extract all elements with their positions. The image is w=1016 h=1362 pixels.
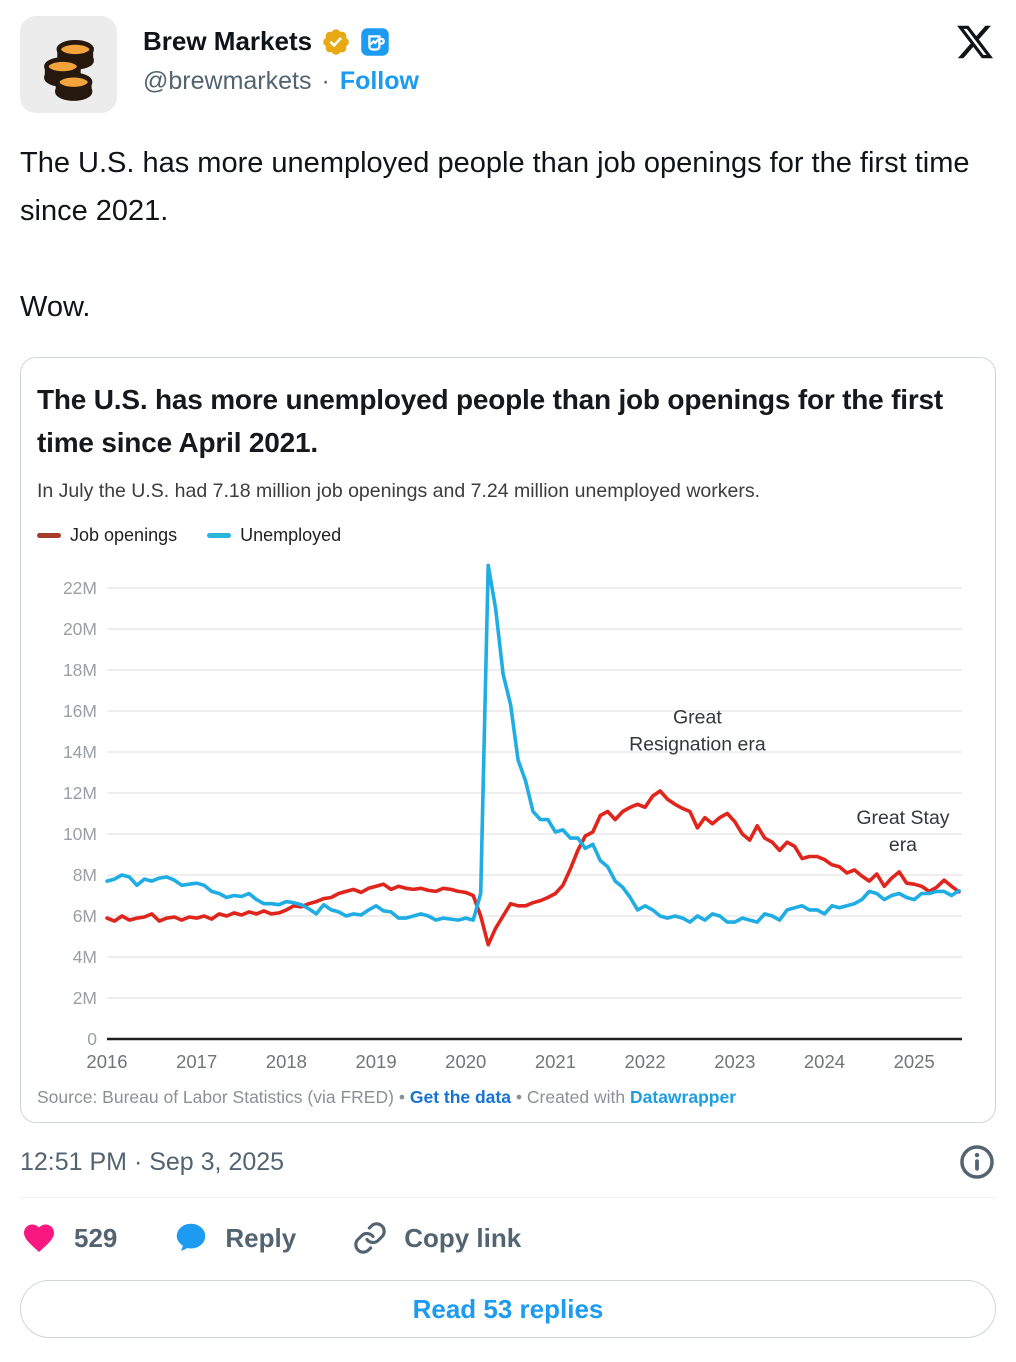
svg-text:14M: 14M	[63, 742, 97, 762]
legend-swatch-job-openings	[37, 533, 61, 538]
dot: •	[398, 1087, 405, 1107]
svg-text:2022: 2022	[625, 1051, 666, 1072]
separator-dot: ·	[321, 67, 330, 95]
svg-text:2016: 2016	[86, 1051, 127, 1072]
svg-text:2025: 2025	[894, 1051, 935, 1072]
action-bar: 529 Reply Copy link	[20, 1220, 996, 1256]
svg-text:18M: 18M	[63, 660, 97, 680]
svg-text:2024: 2024	[804, 1051, 845, 1072]
link-icon	[354, 1222, 386, 1254]
identity-block: Brew Markets @brewmarkets · Foll	[143, 16, 419, 96]
svg-text:2023: 2023	[714, 1051, 755, 1072]
legend-item-unemployed: Unemployed	[207, 525, 341, 546]
copy-link-button[interactable]: Copy link	[352, 1220, 521, 1256]
chart-title: The U.S. has more unemployed people than…	[37, 384, 944, 458]
svg-text:2M: 2M	[73, 988, 97, 1008]
verified-badge-icon	[323, 28, 349, 55]
legend-swatch-unemployed	[207, 533, 232, 538]
created-with-text: Created with	[526, 1087, 626, 1107]
follow-button[interactable]: Follow	[339, 67, 419, 95]
info-icon[interactable]	[958, 1143, 996, 1181]
datawrapper-link[interactable]: Datawrapper	[630, 1087, 737, 1107]
chart-subtitle: In July the U.S. had 7.18 million job op…	[37, 480, 760, 502]
chart-source-row: Source: Bureau of Labor Statistics (via …	[37, 1087, 977, 1108]
get-the-data-link[interactable]: Get the data	[409, 1087, 511, 1107]
chart-legend: Job openings Unemployed	[37, 525, 977, 546]
timestamp: 12:51 PM · Sep 3, 2025	[20, 1147, 285, 1176]
svg-text:22M: 22M	[63, 578, 97, 598]
source-text: Source: Bureau of Labor Statistics (via …	[37, 1087, 394, 1107]
svg-text:2018: 2018	[266, 1051, 307, 1072]
read-replies-button[interactable]: Read 53 replies	[20, 1280, 996, 1338]
svg-text:2021: 2021	[535, 1051, 576, 1072]
legend-item-job-openings: Job openings	[37, 525, 177, 546]
reply-label: Reply	[225, 1222, 297, 1253]
like-count: 529	[74, 1222, 118, 1253]
heart-icon	[24, 1224, 54, 1253]
avatar[interactable]	[20, 16, 117, 113]
legend-label-job-openings: Job openings	[70, 525, 178, 545]
meta-row: 12:51 PM · Sep 3, 2025	[20, 1143, 996, 1181]
x-logo-icon[interactable]	[954, 22, 996, 62]
like-button[interactable]: 529	[20, 1220, 117, 1256]
svg-text:16M: 16M	[63, 701, 97, 721]
line-chart: 0 2M 4M 6M 8M 10M 12M 14M 16M 18M 20M 22M 2016 2017 20…	[63, 563, 962, 1072]
svg-text:2020: 2020	[445, 1051, 486, 1072]
svg-text:10M: 10M	[63, 824, 97, 844]
copy-link-label: Copy link	[404, 1222, 522, 1253]
svg-text:2017: 2017	[176, 1051, 217, 1072]
tweet-header: Brew Markets @brewmarkets · Foll	[20, 16, 996, 113]
svg-text:8M: 8M	[73, 865, 97, 885]
display-name[interactable]: Brew Markets	[143, 26, 313, 56]
svg-text:6M: 6M	[73, 906, 97, 926]
svg-text:20M: 20M	[63, 619, 97, 639]
legend-label-unemployed: Unemployed	[240, 525, 342, 545]
read-replies-label: Read 53 replies	[412, 1293, 604, 1324]
handle[interactable]: @brewmarkets	[143, 67, 312, 95]
svg-text:12M: 12M	[63, 783, 97, 803]
tweet-text: The U.S. has more unemployed people than…	[20, 147, 970, 323]
chart-card[interactable]: The U.S. has more unemployed people than…	[20, 357, 996, 1123]
affiliate-badge-icon	[361, 27, 389, 56]
coins-avatar-icon	[43, 39, 94, 101]
dot: •	[515, 1087, 522, 1107]
svg-text:4M: 4M	[73, 947, 97, 967]
reply-bubble-icon	[177, 1223, 206, 1251]
svg-text:2019: 2019	[355, 1051, 396, 1072]
svg-text:0: 0	[87, 1029, 97, 1049]
divider	[20, 1197, 996, 1198]
reply-button[interactable]: Reply	[173, 1220, 296, 1256]
